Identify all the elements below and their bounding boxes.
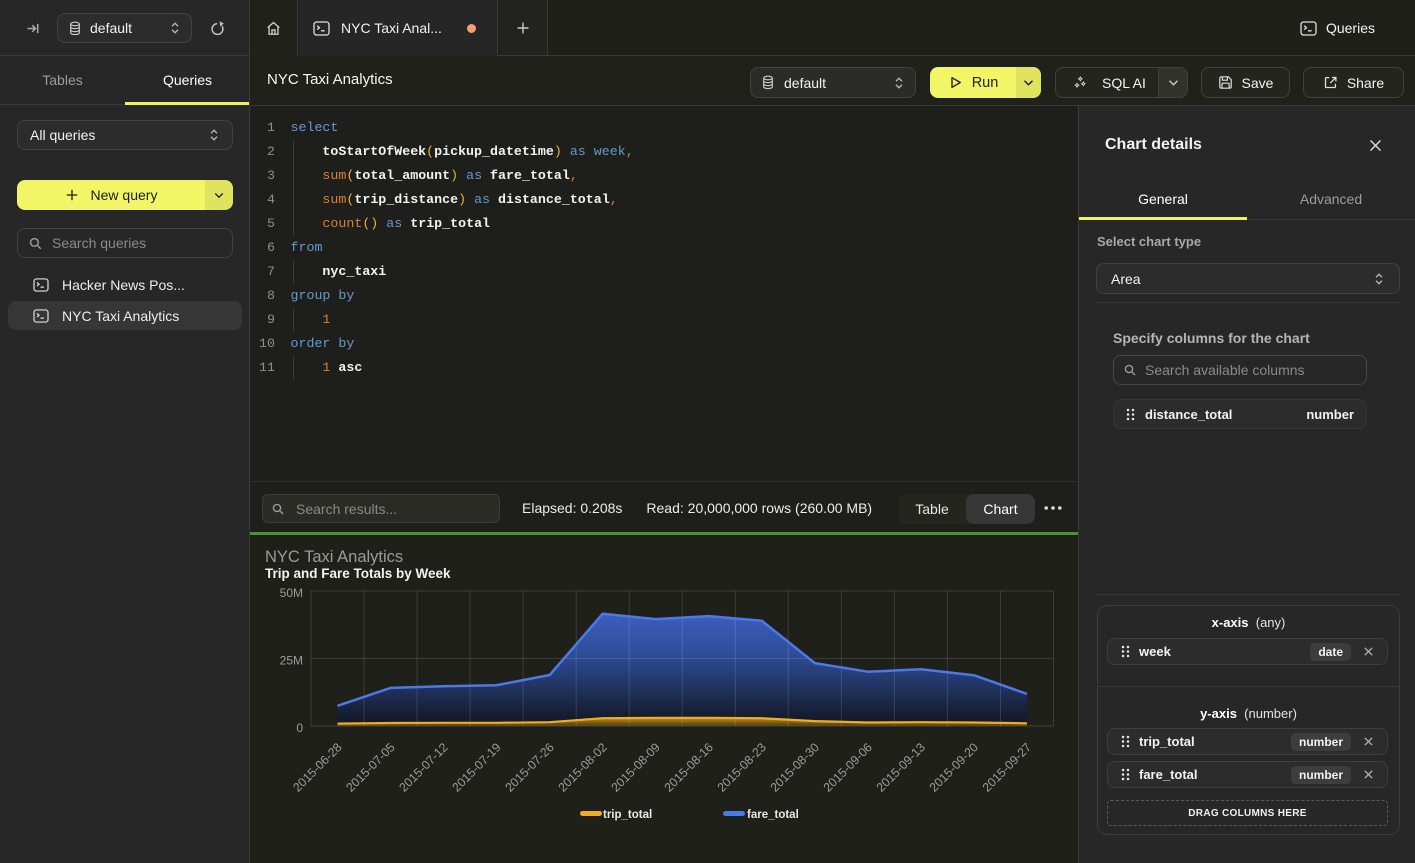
svg-text:2015-06-28: 2015-06-28 [290,740,344,794]
svg-text:NYC Taxi Analytics: NYC Taxi Analytics [265,548,403,566]
svg-text:2015-08-30: 2015-08-30 [768,740,822,794]
svg-text:2015-08-09: 2015-08-09 [608,740,662,794]
svg-text:2015-09-20: 2015-09-20 [927,740,981,794]
svg-text:2015-07-19: 2015-07-19 [449,740,503,794]
svg-text:2015-08-02: 2015-08-02 [555,740,609,794]
svg-text:2015-08-16: 2015-08-16 [662,740,716,794]
svg-text:Trip and Fare Totals by Week: Trip and Fare Totals by Week [265,566,451,581]
svg-text:25M: 25M [280,654,303,668]
svg-text:50M: 50M [280,586,303,600]
svg-text:2015-07-05: 2015-07-05 [343,740,397,794]
svg-text:2015-07-26: 2015-07-26 [502,740,556,794]
svg-text:2015-07-12: 2015-07-12 [396,740,450,794]
svg-text:fare_total: fare_total [747,809,799,821]
svg-text:0: 0 [296,721,303,735]
svg-text:trip_total: trip_total [603,809,652,821]
svg-text:2015-08-23: 2015-08-23 [715,740,769,794]
svg-text:2015-09-27: 2015-09-27 [980,740,1034,794]
svg-text:2015-09-13: 2015-09-13 [874,740,928,794]
svg-text:2015-09-06: 2015-09-06 [821,740,875,794]
